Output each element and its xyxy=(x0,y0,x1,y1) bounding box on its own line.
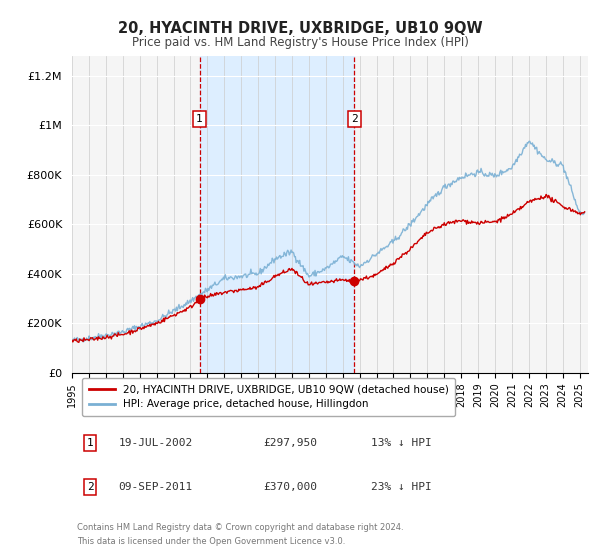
Legend: 20, HYACINTH DRIVE, UXBRIDGE, UB10 9QW (detached house), HPI: Average price, det: 20, HYACINTH DRIVE, UXBRIDGE, UB10 9QW (… xyxy=(82,378,455,416)
Text: 1: 1 xyxy=(196,114,203,124)
Text: £297,950: £297,950 xyxy=(263,438,317,448)
Text: £370,000: £370,000 xyxy=(263,482,317,492)
Text: 2: 2 xyxy=(86,482,94,492)
Text: 2: 2 xyxy=(351,114,358,124)
Text: This data is licensed under the Open Government Licence v3.0.: This data is licensed under the Open Gov… xyxy=(77,537,346,546)
Text: Contains HM Land Registry data © Crown copyright and database right 2024.: Contains HM Land Registry data © Crown c… xyxy=(77,523,404,532)
Text: 09-SEP-2011: 09-SEP-2011 xyxy=(118,482,193,492)
Text: 13% ↓ HPI: 13% ↓ HPI xyxy=(371,438,432,448)
Text: 1: 1 xyxy=(86,438,94,448)
Text: 23% ↓ HPI: 23% ↓ HPI xyxy=(371,482,432,492)
Text: 19-JUL-2002: 19-JUL-2002 xyxy=(118,438,193,448)
Bar xyxy=(200,56,355,373)
Text: 20, HYACINTH DRIVE, UXBRIDGE, UB10 9QW: 20, HYACINTH DRIVE, UXBRIDGE, UB10 9QW xyxy=(118,21,482,36)
Text: Price paid vs. HM Land Registry's House Price Index (HPI): Price paid vs. HM Land Registry's House … xyxy=(131,36,469,49)
